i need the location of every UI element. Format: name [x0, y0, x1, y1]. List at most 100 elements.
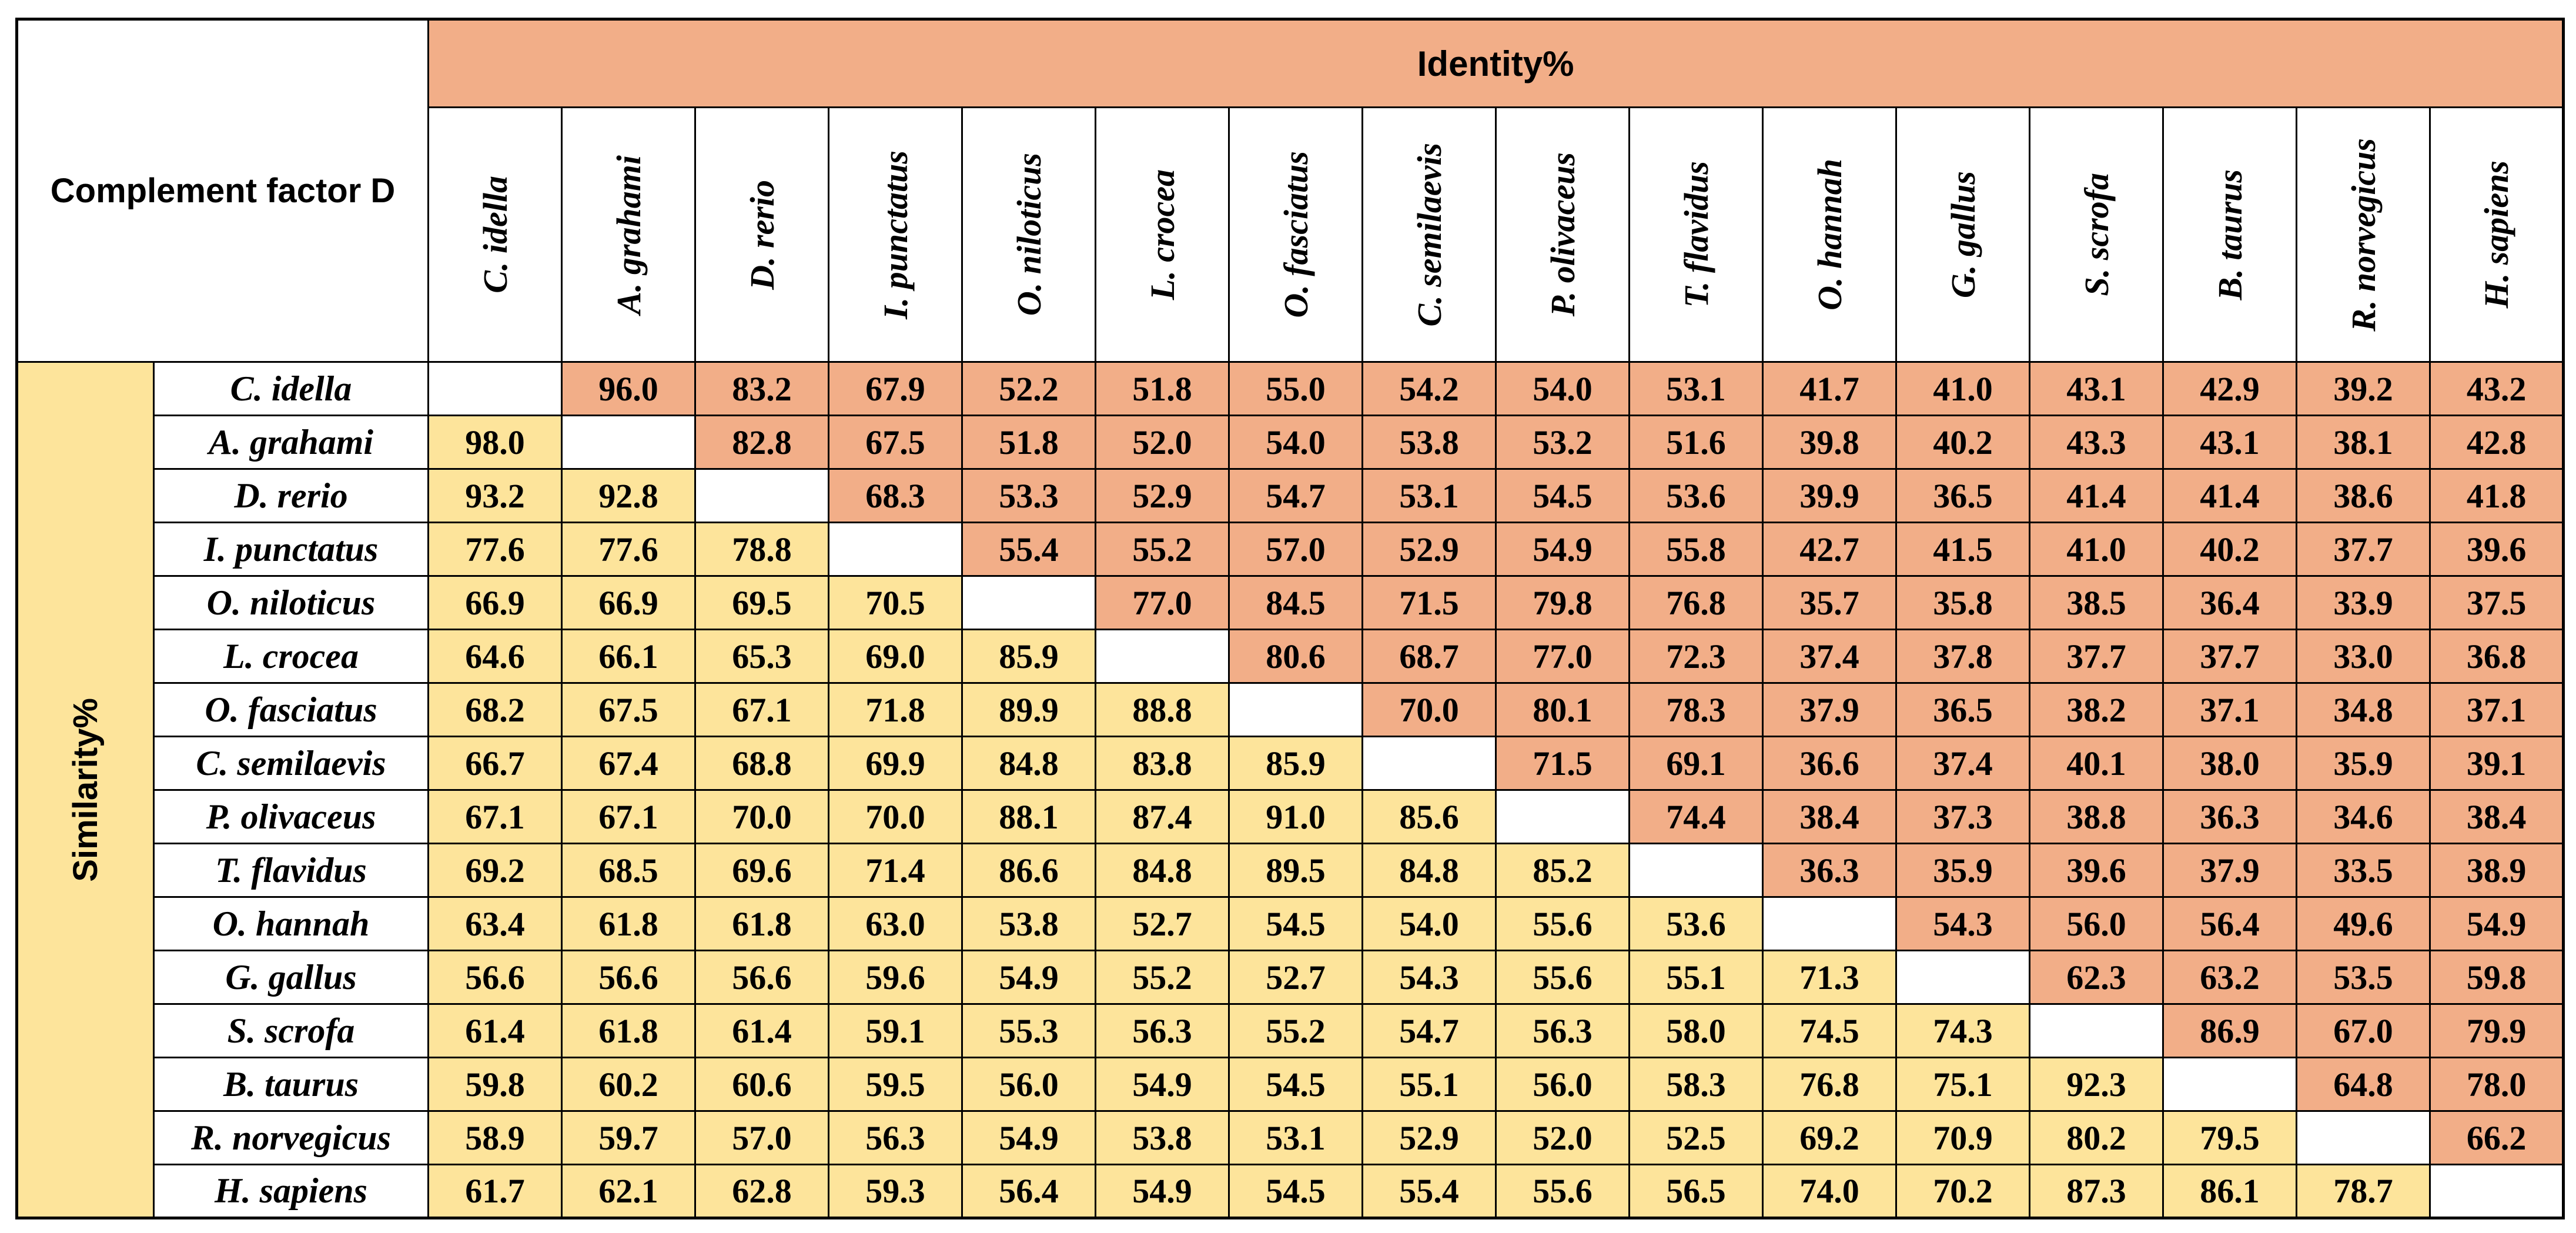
- identity-cell: 54.9: [2429, 896, 2565, 951]
- identity-cell: 37.4: [1895, 736, 2031, 791]
- identity-cell: 53.2: [1495, 415, 1631, 470]
- identity-cell: 68.3: [828, 468, 964, 523]
- similarity-cell: 66.9: [561, 575, 697, 630]
- similarity-cell: 92.3: [2029, 1057, 2164, 1112]
- identity-cell: 55.4: [961, 522, 1097, 577]
- column-header-8: C. semilaevis: [1361, 106, 1497, 363]
- identity-cell: 37.7: [2296, 522, 2431, 577]
- identity-cell: 80.1: [1495, 682, 1631, 737]
- identity-cell: 37.3: [1895, 789, 2031, 844]
- column-header-3: D. rerio: [694, 106, 830, 363]
- similarity-cell: 59.3: [828, 1164, 964, 1219]
- similarity-cell: 52.9: [1361, 1110, 1497, 1165]
- diagonal-cell: [2162, 1057, 2298, 1112]
- similarity-cell: 61.7: [427, 1164, 563, 1219]
- identity-cell: 86.9: [2162, 1003, 2298, 1058]
- identity-cell: 41.7: [1762, 361, 1898, 416]
- table-title: Complement factor D: [15, 18, 430, 363]
- similarity-cell: 63.4: [427, 896, 563, 951]
- identity-cell: 43.1: [2162, 415, 2298, 470]
- similarity-cell: 70.5: [828, 575, 964, 630]
- similarity-cell: 84.8: [961, 736, 1097, 791]
- identity-cell: 43.2: [2429, 361, 2565, 416]
- column-header-15: R. norvegicus: [2296, 106, 2431, 363]
- identity-cell: 38.2: [2029, 682, 2164, 737]
- identity-cell: 54.3: [1895, 896, 2031, 951]
- column-header-label: B. taurus: [2210, 169, 2249, 300]
- similarity-cell: 52.7: [1228, 950, 1364, 1005]
- row-header: S. scrofa: [152, 1003, 430, 1058]
- identity-cell: 51.8: [961, 415, 1097, 470]
- column-header-row: C. idella A. grahami D. rerio I. punctatus O…: [17, 106, 2565, 363]
- similarity-cell: 54.5: [1228, 1164, 1364, 1219]
- identity-cell: 43.3: [2029, 415, 2164, 470]
- similarity-cell: 55.6: [1495, 896, 1631, 951]
- diagonal-cell: [694, 468, 830, 523]
- identity-cell: 41.0: [2029, 522, 2164, 577]
- identity-cell: 80.6: [1228, 629, 1364, 684]
- diagonal-cell: [2029, 1003, 2164, 1058]
- similarity-cell: 56.6: [561, 950, 697, 1005]
- similarity-cell: 61.4: [427, 1003, 563, 1058]
- similarity-cell: 56.0: [1495, 1057, 1631, 1112]
- matrix-body: Similarity% C. idella 96.0 83.2 67.9 52.2 51.8…: [16, 361, 2565, 1219]
- similarity-cell: 53.8: [961, 896, 1097, 951]
- similarity-cell: 56.5: [1628, 1164, 1764, 1219]
- similarity-cell: 67.1: [427, 789, 563, 844]
- identity-cell: 53.5: [2296, 950, 2431, 1005]
- row-header: H. sapiens: [152, 1164, 430, 1219]
- table-row: O. fasciatus 68.2 67.5 67.1 71.8 89.9 88.8 70.0…: [17, 682, 2565, 737]
- row-header: G. gallus: [152, 950, 430, 1005]
- similarity-cell: 55.3: [961, 1003, 1097, 1058]
- diagonal-cell: [1095, 629, 1230, 684]
- identity-similarity-table: Complement factor D Identity% C. idella A…: [15, 18, 2565, 1219]
- diagonal-cell: [2429, 1164, 2565, 1219]
- similarity-header: Similarity%: [16, 361, 155, 1219]
- similarity-cell: 66.7: [427, 736, 563, 791]
- identity-cell: 39.2: [2296, 361, 2431, 416]
- diagonal-cell: [1361, 736, 1497, 791]
- similarity-cell: 55.1: [1361, 1057, 1497, 1112]
- table-row: S. scrofa 61.4 61.8 61.4 59.1 55.3 56.3 55.2 54.…: [17, 1003, 2565, 1058]
- similarity-cell: 61.8: [561, 896, 697, 951]
- similarity-cell: 71.3: [1762, 950, 1898, 1005]
- similarity-cell: 59.7: [561, 1110, 697, 1165]
- diagonal-cell: [1495, 789, 1631, 844]
- row-header: C. idella: [152, 361, 430, 416]
- identity-cell: 38.0: [2162, 736, 2298, 791]
- row-header: I. punctatus: [152, 522, 430, 577]
- similarity-cell: 59.5: [828, 1057, 964, 1112]
- column-header-label: I. punctatus: [876, 150, 915, 319]
- identity-cell: 72.3: [1628, 629, 1764, 684]
- identity-cell: 39.6: [2029, 843, 2164, 898]
- column-header-2: A. grahami: [561, 106, 697, 363]
- similarity-cell: 86.1: [2162, 1164, 2298, 1219]
- identity-cell: 76.8: [1628, 575, 1764, 630]
- similarity-cell: 76.8: [1762, 1057, 1898, 1112]
- similarity-cell: 98.0: [427, 415, 563, 470]
- column-header-label: O. fasciatus: [1276, 151, 1315, 318]
- similarity-cell: 78.8: [694, 522, 830, 577]
- row-header: D. rerio: [152, 468, 430, 523]
- diagonal-cell: [2296, 1110, 2431, 1165]
- similarity-cell: 59.1: [828, 1003, 964, 1058]
- column-header-label: G. gallus: [1943, 171, 1982, 298]
- identity-cell: 84.5: [1228, 575, 1364, 630]
- similarity-cell: 54.0: [1361, 896, 1497, 951]
- identity-cell: 38.8: [2029, 789, 2164, 844]
- similarity-cell: 54.3: [1361, 950, 1497, 1005]
- identity-cell: 40.2: [2162, 522, 2298, 577]
- identity-cell: 40.1: [2029, 736, 2164, 791]
- table-row: H. sapiens 61.7 62.1 62.8 59.3 56.4 54.9 54.5 55…: [17, 1164, 2565, 1219]
- column-header-label: P. olivaceus: [1543, 152, 1582, 317]
- similarity-cell: 93.2: [427, 468, 563, 523]
- similarity-cell: 88.8: [1095, 682, 1230, 737]
- similarity-cell: 91.0: [1228, 789, 1364, 844]
- similarity-cell: 66.9: [427, 575, 563, 630]
- similarity-cell: 56.6: [694, 950, 830, 1005]
- similarity-cell: 69.2: [1762, 1110, 1898, 1165]
- row-header: O. niloticus: [152, 575, 430, 630]
- similarity-cell: 58.9: [427, 1110, 563, 1165]
- similarity-cell: 79.5: [2162, 1110, 2298, 1165]
- similarity-cell: 56.4: [961, 1164, 1097, 1219]
